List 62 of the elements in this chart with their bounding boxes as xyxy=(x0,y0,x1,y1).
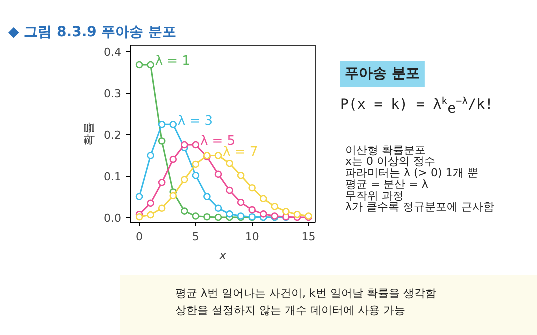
point xyxy=(248,184,256,192)
point xyxy=(248,206,256,214)
point xyxy=(158,179,166,186)
point xyxy=(180,141,188,149)
text: λ가 클수록 정규분포에 근사함 xyxy=(346,200,494,214)
text: 이산형 확률분포 xyxy=(346,144,426,157)
text: x는 0 이상의 정수 xyxy=(346,155,436,168)
point xyxy=(147,200,154,208)
x-tick-label: 5 xyxy=(192,230,200,244)
point xyxy=(192,141,200,149)
text: 파라미터는 λ (> 0) 1개 뿐 xyxy=(346,166,478,180)
point xyxy=(260,195,268,203)
point xyxy=(282,208,290,216)
series-label: λ = 1 xyxy=(155,54,190,70)
point xyxy=(192,212,200,220)
point xyxy=(136,61,144,69)
point xyxy=(237,172,245,180)
y-tick-label: 0.2 xyxy=(104,129,122,142)
point xyxy=(294,210,302,218)
x-axis-title: x xyxy=(218,248,228,262)
point xyxy=(237,198,245,206)
point xyxy=(204,213,211,221)
point xyxy=(204,193,211,200)
point xyxy=(226,210,234,218)
point xyxy=(180,176,188,184)
point xyxy=(158,204,166,212)
y-tick-label: 0.0 xyxy=(104,212,122,226)
text: 푸아송 분포 xyxy=(345,66,420,82)
point xyxy=(180,208,188,215)
text: 무작위 과정 xyxy=(346,189,404,202)
chart-title: ◆ 그림 8.3.9 푸아송 분포 xyxy=(8,24,177,40)
point xyxy=(136,213,144,221)
y-axis-title: 확률 xyxy=(82,122,96,146)
point xyxy=(271,203,279,210)
point xyxy=(170,156,178,164)
text: 평균 λ번 일어나는 사건이, k번 일어날 확률을 생각함 xyxy=(176,287,436,300)
y-tick-label: 0.4 xyxy=(104,46,122,60)
point xyxy=(214,170,222,178)
point xyxy=(192,160,200,168)
point xyxy=(214,204,222,212)
point xyxy=(170,121,178,128)
y-tick-label: 0.3 xyxy=(104,88,122,101)
x-tick-label: 0 xyxy=(136,230,144,244)
point xyxy=(147,61,154,69)
point xyxy=(214,214,222,222)
text: 상한을 설정하지 않는 개수 데이터에 사용 가능 xyxy=(176,304,406,317)
point xyxy=(226,186,234,194)
point xyxy=(147,211,154,219)
point xyxy=(136,193,144,200)
x-tick-label: 10 xyxy=(245,230,260,244)
point xyxy=(170,192,178,200)
point xyxy=(214,152,222,160)
y-tick-label: 0.1 xyxy=(104,170,122,184)
x-tick-label: 15 xyxy=(302,230,316,244)
series-label: λ = 3 xyxy=(178,114,214,129)
point xyxy=(158,121,166,128)
text: 평균 = 분산 = λ xyxy=(346,178,429,191)
point xyxy=(158,138,166,145)
point xyxy=(226,160,234,168)
point xyxy=(260,210,268,218)
point xyxy=(192,172,200,180)
point xyxy=(147,152,154,160)
